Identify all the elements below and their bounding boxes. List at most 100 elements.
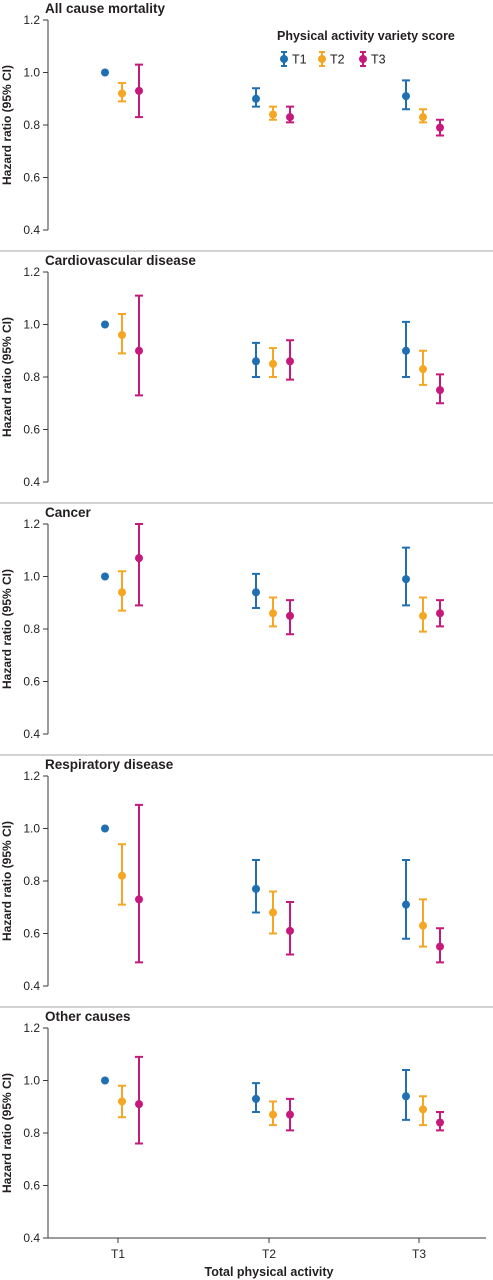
point-t3 bbox=[436, 123, 444, 132]
point-t2 bbox=[118, 331, 126, 339]
panel-title: Other causes bbox=[45, 1009, 131, 1024]
x-tick-label: T3 bbox=[412, 1247, 426, 1261]
point-t1 bbox=[252, 588, 260, 597]
point-t1 bbox=[402, 900, 410, 909]
point-t2 bbox=[419, 921, 427, 930]
point-t3 bbox=[135, 86, 143, 95]
y-tick-label: 0.4 bbox=[23, 475, 40, 489]
point-t1 bbox=[252, 884, 260, 893]
x-axis: T1 T2 T3 Total physical activity bbox=[48, 1237, 486, 1279]
y-tick-label: 0.4 bbox=[23, 1231, 40, 1245]
y-tick-label: 1.0 bbox=[23, 570, 40, 584]
legend-item-t1: T1 bbox=[280, 51, 307, 67]
point-t3 bbox=[286, 926, 294, 935]
panel-3: 0.4 0.6 0.8 1.0 1.2 Hazard ratio (95% CI) Resp… bbox=[0, 757, 493, 1008]
x-tick-label: T1 bbox=[111, 1247, 125, 1261]
point-t3 bbox=[436, 386, 444, 395]
point-t1 bbox=[252, 357, 260, 366]
point-t3 bbox=[135, 346, 143, 355]
point-t2 bbox=[419, 113, 427, 122]
legend-label: T2 bbox=[330, 53, 345, 67]
y-axis-label: Hazard ratio (95% CI) bbox=[0, 65, 14, 185]
point-t2 bbox=[269, 359, 277, 368]
x-tick-label: T2 bbox=[262, 1247, 276, 1261]
panel-title: Respiratory disease bbox=[45, 757, 174, 772]
legend-item-t3: T3 bbox=[359, 51, 386, 67]
y-tick-label: 0.6 bbox=[23, 927, 40, 941]
y-tick-label: 1.2 bbox=[23, 265, 40, 279]
point-t2 bbox=[118, 1097, 126, 1106]
y-tick-label: 1.2 bbox=[23, 13, 40, 27]
point-t3 bbox=[436, 1118, 444, 1127]
point-t3 bbox=[436, 609, 444, 618]
point-t2 bbox=[118, 89, 126, 98]
y-tick-label: 1.0 bbox=[23, 318, 40, 332]
y-tick-label: 1.0 bbox=[23, 1074, 40, 1088]
point-t3 bbox=[135, 554, 143, 563]
point-t2 bbox=[269, 908, 277, 917]
point-t2 bbox=[419, 611, 427, 620]
y-tick-label: 0.8 bbox=[23, 370, 40, 384]
y-tick-label: 0.4 bbox=[23, 727, 40, 741]
y-tick-label: 0.8 bbox=[23, 622, 40, 636]
point-t1 bbox=[101, 68, 109, 77]
x-axis-label: Total physical activity bbox=[205, 1265, 334, 1279]
y-tick-label: 0.6 bbox=[23, 1179, 40, 1193]
legend: Physical activity variety score T1 T2 T3 bbox=[277, 29, 455, 67]
y-tick-label: 0.6 bbox=[23, 171, 40, 185]
panel-title: All cause mortality bbox=[45, 1, 166, 16]
point-t3 bbox=[286, 611, 294, 620]
y-axis-label: Hazard ratio (95% CI) bbox=[0, 569, 14, 689]
point-t1 bbox=[402, 346, 410, 355]
legend-item-t2: T2 bbox=[318, 51, 345, 67]
y-tick-label: 0.8 bbox=[23, 1126, 40, 1140]
y-axis-label: Hazard ratio (95% CI) bbox=[0, 317, 14, 437]
y-tick-label: 0.6 bbox=[23, 423, 40, 437]
point-t1 bbox=[101, 824, 109, 833]
y-tick-label: 1.2 bbox=[23, 769, 40, 783]
panel-0: 0.4 0.6 0.8 1.0 1.2 Hazard ratio (95% CI) All … bbox=[0, 1, 493, 252]
point-t2 bbox=[269, 110, 277, 119]
y-tick-label: 1.2 bbox=[23, 1021, 40, 1035]
point-t3 bbox=[135, 895, 143, 904]
panel-title: Cardiovascular disease bbox=[45, 253, 196, 268]
y-tick-label: 1.0 bbox=[23, 66, 40, 80]
y-tick-label: 0.8 bbox=[23, 118, 40, 132]
point-t2 bbox=[269, 609, 277, 618]
y-tick-label: 0.4 bbox=[23, 979, 40, 993]
y-axis-label: Hazard ratio (95% CI) bbox=[0, 1073, 14, 1193]
panel-1: 0.4 0.6 0.8 1.0 1.2 Hazard ratio (95% CI) Card… bbox=[0, 253, 493, 504]
point-t2 bbox=[419, 1105, 427, 1114]
point-t1 bbox=[402, 92, 410, 101]
legend-label: T3 bbox=[371, 53, 386, 67]
point-t3 bbox=[286, 1110, 294, 1119]
point-t3 bbox=[436, 942, 444, 951]
legend-swatch-dot bbox=[280, 55, 288, 63]
point-t2 bbox=[269, 1110, 277, 1119]
point-t1 bbox=[101, 572, 109, 581]
panel-2: 0.4 0.6 0.8 1.0 1.2 Hazard ratio (95% CI) Canc… bbox=[0, 505, 493, 756]
point-t2 bbox=[118, 871, 126, 880]
legend-title: Physical activity variety score bbox=[277, 29, 455, 43]
point-t1 bbox=[101, 1076, 109, 1085]
point-t2 bbox=[419, 365, 427, 374]
y-tick-label: 0.4 bbox=[23, 223, 40, 237]
y-tick-label: 1.2 bbox=[23, 517, 40, 531]
legend-swatch-dot bbox=[318, 55, 326, 63]
panel-4: 0.4 0.6 0.8 1.0 1.2 Hazard ratio (95% CI) Othe… bbox=[0, 1009, 444, 1245]
panels-group: 0.4 0.6 0.8 1.0 1.2 Hazard ratio (95% CI) All … bbox=[0, 1, 493, 1245]
point-t1 bbox=[101, 320, 109, 329]
legend-label: T1 bbox=[292, 53, 307, 67]
point-t1 bbox=[252, 94, 260, 103]
legend-swatch-dot bbox=[359, 55, 367, 63]
point-t2 bbox=[118, 588, 126, 597]
panel-title: Cancer bbox=[45, 505, 92, 520]
point-t1 bbox=[402, 1092, 410, 1101]
y-tick-label: 1.0 bbox=[23, 822, 40, 836]
point-t3 bbox=[135, 1100, 143, 1109]
point-t1 bbox=[252, 1094, 260, 1103]
y-axis-label: Hazard ratio (95% CI) bbox=[0, 821, 14, 941]
y-tick-label: 0.8 bbox=[23, 874, 40, 888]
point-t3 bbox=[286, 113, 294, 122]
